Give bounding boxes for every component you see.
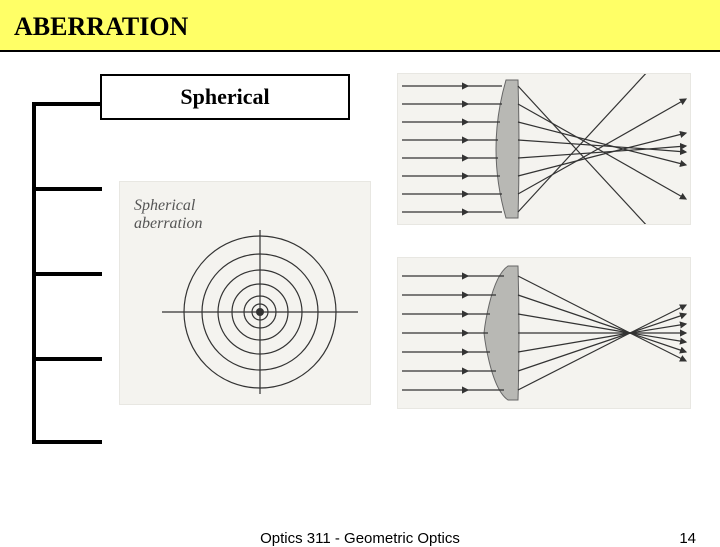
tree-h-connector [32, 187, 102, 191]
tree-h-connector [32, 272, 102, 276]
title-bar: ABERRATION [0, 0, 720, 52]
content-area: Spherical Spherical aberration [0, 52, 720, 492]
spot-diagram-panel: Spherical aberration [120, 182, 370, 404]
footer-page-number: 14 [679, 530, 696, 547]
ray-diagram-spherical-panel [398, 74, 690, 224]
aberration-type-label: Spherical [180, 84, 269, 110]
lens-aspheric [484, 266, 519, 400]
ray-group-bottom [402, 276, 686, 390]
spot-diagram-label-line1: Spherical [134, 197, 196, 214]
footer-course: Optics 311 - Geometric Optics [260, 530, 460, 547]
tree-h-connector [32, 357, 102, 361]
spot-center [256, 308, 264, 316]
ray-diagram-spherical-svg [398, 74, 690, 224]
tree-h-connector [32, 440, 102, 444]
spot-diagram-svg: Spherical aberration [120, 182, 370, 404]
aberration-type-box: Spherical [100, 74, 350, 120]
ray-group-top [402, 74, 686, 224]
ray-diagram-corrected-svg [398, 258, 690, 408]
ray-diagram-corrected-panel [398, 258, 690, 408]
tree-h-connector [32, 102, 102, 106]
lens-spherical [496, 80, 519, 218]
spot-diagram-label-line2: aberration [134, 215, 202, 232]
page-title: ABERRATION [14, 12, 188, 41]
